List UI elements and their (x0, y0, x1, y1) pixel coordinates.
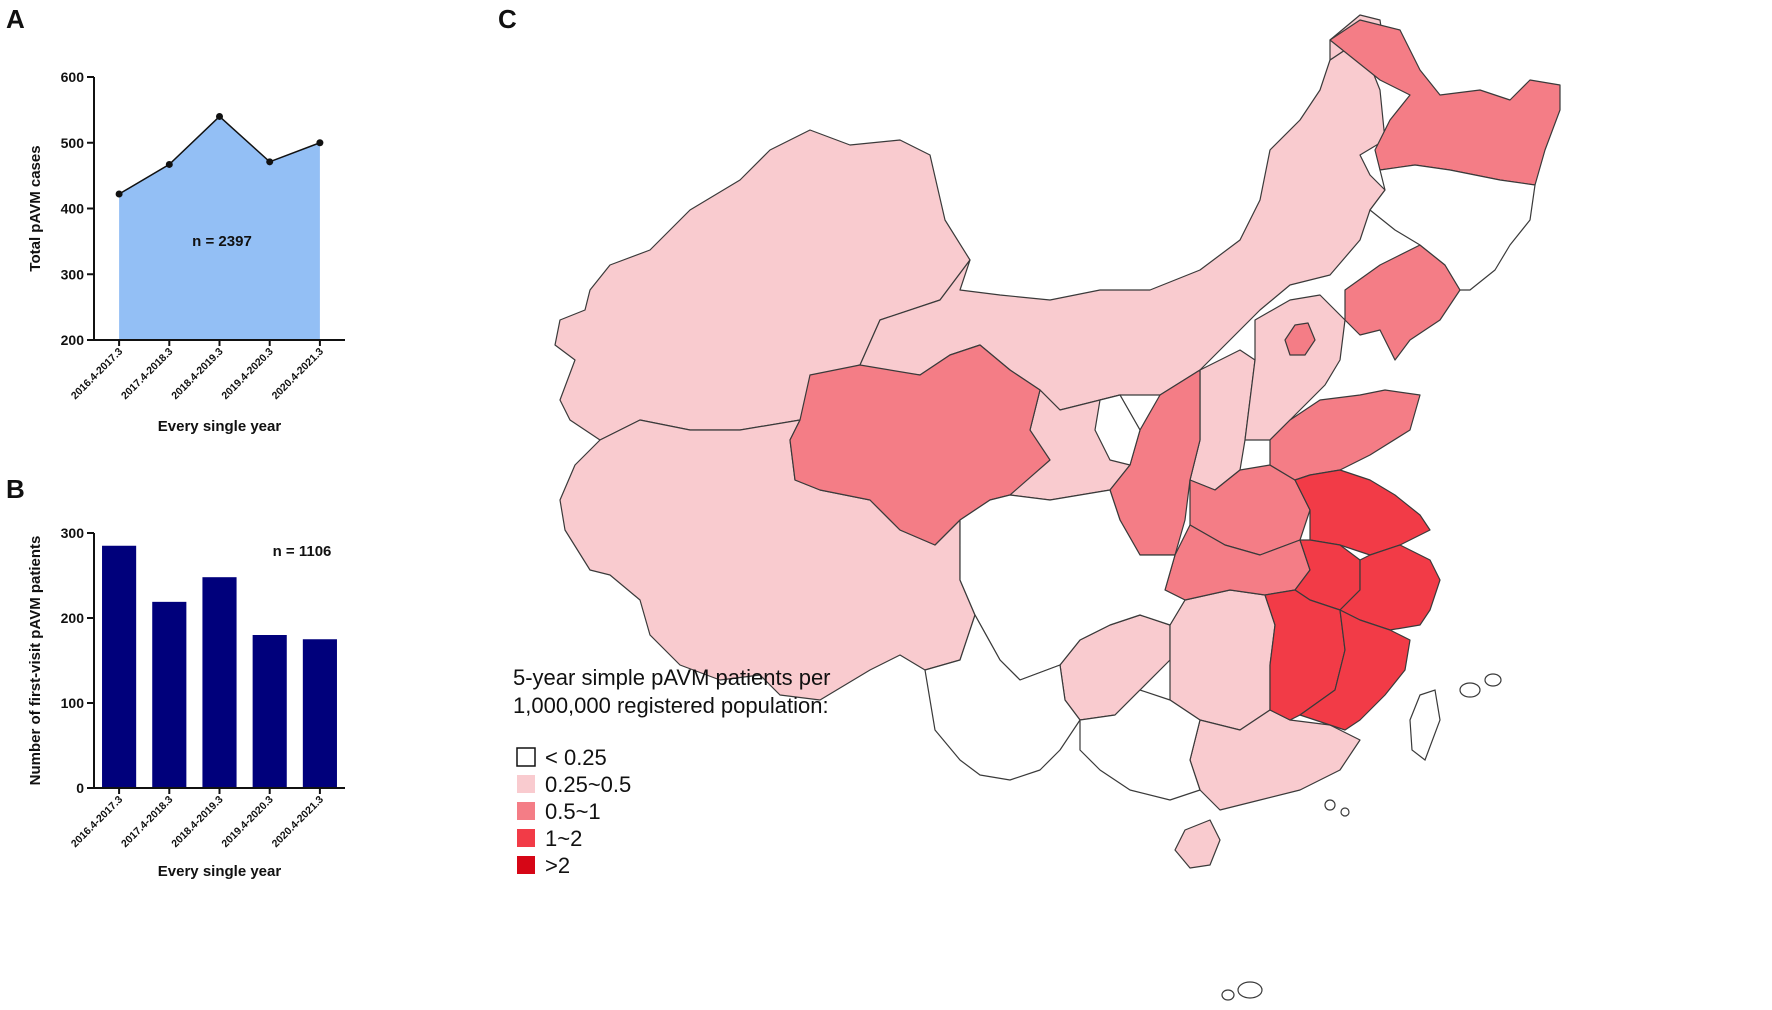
data-point-2 (165, 160, 173, 168)
x-axis-title: Every single year (158, 863, 282, 880)
region-heilongjiang (1329, 19, 1561, 186)
x-tick-label: 2019.4-2020.3 (219, 794, 275, 850)
region-guangxi (1079, 689, 1201, 801)
legend-swatch-4 (517, 829, 535, 847)
region-beijing (1284, 322, 1316, 356)
island-4 (1340, 807, 1350, 817)
x-axis-title: Every single year (158, 418, 282, 435)
x-tick-label: 2020.4-2021.3 (270, 794, 326, 850)
island-1 (1459, 682, 1481, 698)
x-tick-label: 2019.4-2020.3 (219, 346, 275, 402)
bar-5 (302, 639, 337, 788)
data-point-4 (266, 158, 274, 166)
y-tick-label: 100 (61, 695, 85, 711)
region-hainan (1174, 819, 1221, 869)
region-yunnan (924, 614, 1081, 781)
data-point-5 (316, 139, 324, 147)
region-zhejiang (1339, 544, 1441, 631)
legend-swatch-2 (517, 775, 535, 793)
region-fujian (1299, 609, 1411, 731)
bar-2 (152, 601, 187, 788)
legend-label-5: >2 (545, 853, 570, 878)
bar-3 (202, 577, 237, 788)
region-hebei (1244, 294, 1346, 441)
region-jilin (1369, 164, 1536, 291)
legend-label-3: 0.5~1 (545, 799, 601, 824)
y-tick-label: 400 (61, 201, 85, 217)
chart-b-first-visit: 0 100 200 300 2016.4-2017.32017.4-2018.32018… (27, 525, 345, 880)
panel-label-a: A (6, 4, 25, 34)
y-tick-label: 300 (61, 525, 85, 541)
legend-label-2: 0.25~0.5 (545, 772, 631, 797)
area-fill (119, 116, 320, 340)
chart-a-total-cases: 200 300 400 500 600 2016.4-2017.32017.4-2018.… (27, 69, 345, 435)
y-tick-label: 0 (76, 780, 84, 796)
y-axis-title: Total pAVM cases (27, 145, 44, 271)
island-6 (1221, 989, 1235, 1001)
legend-swatch-3 (517, 802, 535, 820)
bar-1 (102, 545, 137, 788)
panel-label-b: B (6, 474, 25, 504)
region-hunan (1169, 589, 1276, 731)
legend-swatch-1 (516, 747, 536, 767)
y-tick-label: 300 (61, 266, 85, 282)
y-tick-label: 500 (61, 135, 85, 151)
legend-label-1: < 0.25 (545, 745, 607, 770)
n-annotation: n = 1106 (273, 543, 332, 560)
y-tick-label: 200 (61, 610, 85, 626)
x-tick-label: 2016.4-2017.3 (69, 794, 125, 850)
region-ningxia (1094, 394, 1141, 466)
island-2 (1484, 673, 1502, 687)
legend-title-line1: 5-year simple pAVM patients per (513, 665, 831, 690)
region-taiwan (1409, 689, 1441, 761)
x-tick-label: 2018.4-2019.3 (169, 346, 225, 402)
legend-title-line2: 1,000,000 registered population: (513, 693, 829, 718)
x-tick-label: 2018.4-2019.3 (169, 794, 225, 850)
x-tick-label: 2020.4-2021.3 (270, 346, 326, 402)
data-point-1 (115, 190, 123, 198)
legend: < 0.250.25~0.50.5~11~2>2 (516, 745, 631, 878)
bar-4 (252, 635, 287, 788)
legend-label-4: 1~2 (545, 826, 582, 851)
legend-swatch-5 (517, 856, 535, 874)
data-point-3 (216, 112, 223, 120)
y-axis-title: Number of first-visit pAVM patients (27, 536, 44, 786)
y-tick-label: 200 (61, 332, 85, 348)
x-tick-label: 2016.4-2017.3 (69, 346, 125, 402)
region-liaoning (1344, 244, 1461, 361)
island-3 (1324, 799, 1336, 811)
china-choropleth-map: 5-year simple pAVM patients per 1,000,00… (513, 14, 1561, 1001)
n-annotation: n = 2397 (192, 233, 252, 250)
x-tick-label: 2017.4-2018.3 (119, 794, 175, 850)
panel-label-c: C (498, 4, 517, 34)
y-tick-label: 600 (61, 69, 85, 85)
x-tick-label: 2017.4-2018.3 (119, 346, 175, 402)
island-5 (1237, 981, 1263, 999)
